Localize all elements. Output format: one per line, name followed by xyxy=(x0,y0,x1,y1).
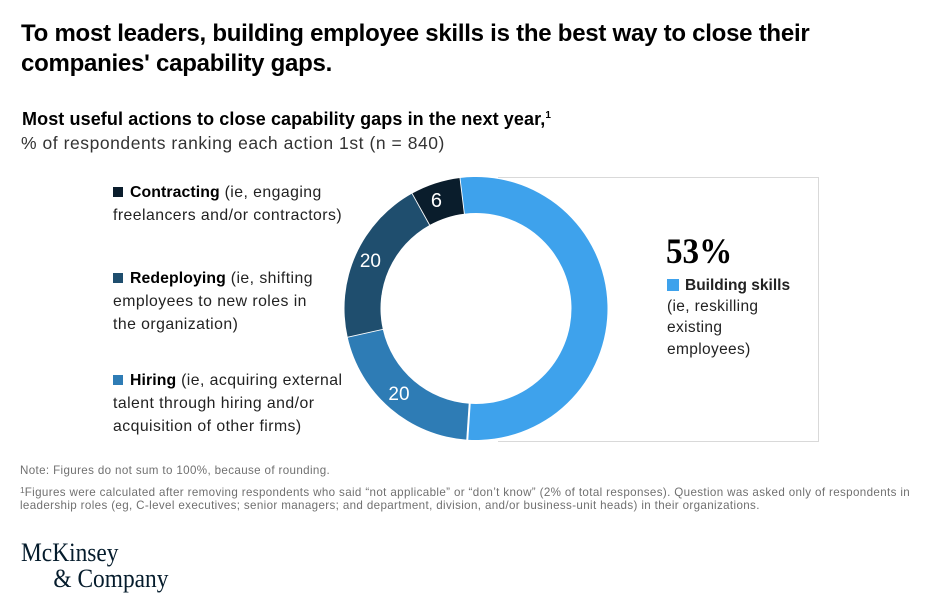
svg-text:20: 20 xyxy=(388,384,409,405)
svg-text:20: 20 xyxy=(360,251,381,272)
svg-text:6: 6 xyxy=(431,190,442,212)
